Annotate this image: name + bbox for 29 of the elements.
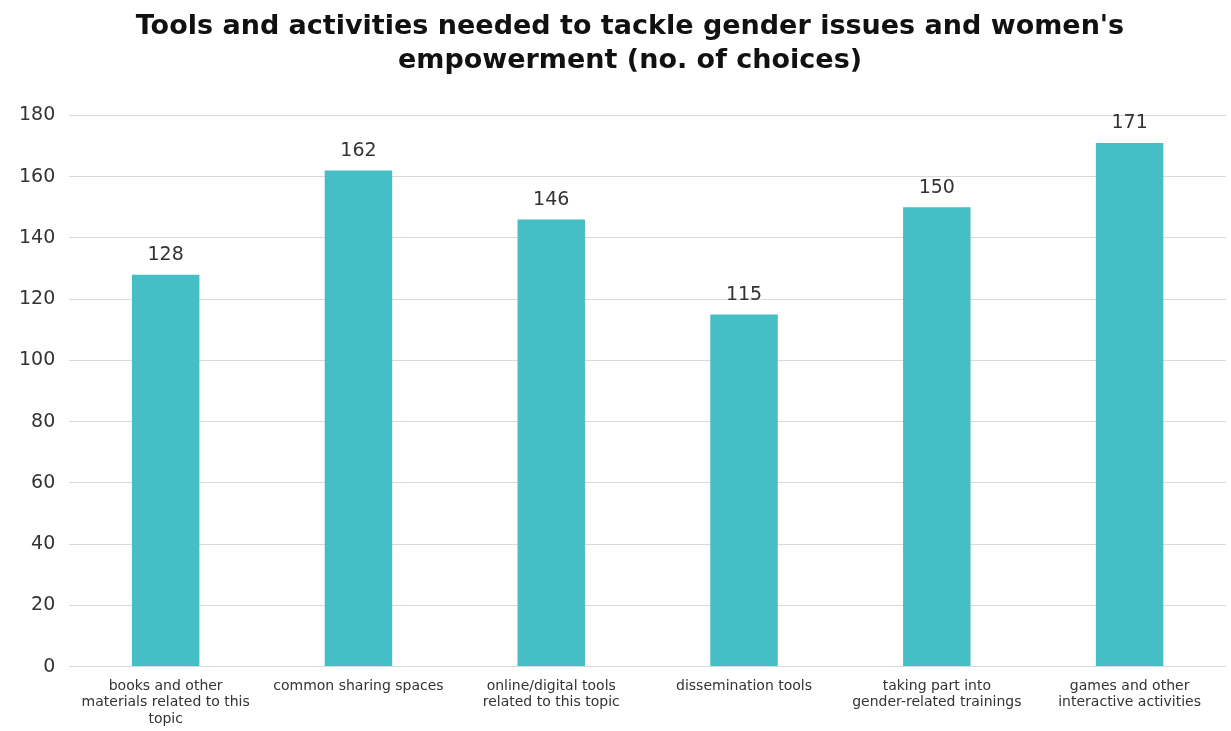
y-tick-label: 120	[19, 286, 56, 309]
bar	[131, 274, 200, 667]
y-tick-label: 0	[43, 653, 56, 676]
x-tick-label: online/digital tools related to this topic	[482, 676, 620, 710]
x-tick-label: games and other interactive activities	[1058, 676, 1201, 710]
x-tick-label: common sharing spaces	[273, 676, 444, 693]
data-label: 162	[340, 137, 377, 160]
data-label: 171	[1111, 110, 1148, 133]
data-label: 115	[725, 281, 763, 304]
y-tick-label: 160	[19, 163, 56, 186]
bar	[324, 170, 393, 667]
x-tick-label: taking part into gender-related trainings	[852, 676, 1022, 710]
data-label: 146	[533, 186, 570, 209]
y-tick-label: 40	[31, 531, 56, 554]
chart-title: Tools and activities needed to tackle gender issues and women's empowerment (no. of choices)	[134, 8, 1126, 76]
y-tick-label: 100	[19, 347, 56, 370]
x-tick-label: books and other materials related to this topic	[81, 676, 250, 727]
y-tick-label: 140	[19, 224, 56, 247]
y-tick-label: 80	[31, 408, 56, 431]
data-label: 150	[918, 174, 955, 197]
data-label: 128	[147, 242, 184, 265]
bar	[903, 207, 971, 667]
y-tick-label: 60	[31, 469, 56, 492]
bar	[517, 219, 585, 667]
bar	[710, 314, 778, 667]
y-tick-label: 20	[31, 592, 56, 615]
x-tick-label: dissemination tools	[676, 676, 813, 693]
bar	[1095, 142, 1164, 667]
y-tick-label: 180	[19, 102, 56, 125]
